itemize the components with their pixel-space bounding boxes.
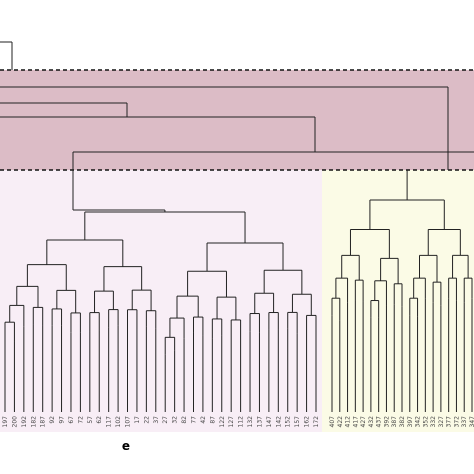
leaf-label: 377: [446, 416, 453, 428]
leaf-label: 127: [228, 416, 235, 428]
leaf-label: 112: [238, 416, 245, 428]
top-cluster-band: [0, 70, 474, 170]
leaf-label: 327: [438, 416, 445, 428]
leaf-label: 27: [162, 416, 169, 424]
leaf-label: 17: [134, 416, 141, 424]
pink-cluster-area: [0, 170, 322, 432]
panel-label: e: [122, 439, 130, 453]
leaf-label: 412: [345, 416, 352, 428]
leaf-label: 417: [352, 416, 359, 428]
leaf-label: 337: [461, 416, 468, 428]
leaf-label: 172: [313, 416, 320, 428]
leaf-label: 67: [68, 416, 75, 424]
leaf-label: 437: [376, 416, 383, 428]
leaf-label: 372: [453, 416, 460, 428]
leaf-label: 82: [181, 416, 188, 424]
upper-branches: [0, 41, 474, 210]
leaf-label: 192: [21, 416, 28, 428]
leaf-label: 197: [2, 416, 9, 428]
leaf-label: 382: [399, 416, 406, 428]
leaf-label: 332: [430, 416, 437, 428]
leaf-label: 72: [77, 416, 84, 424]
leaf-label: 387: [391, 416, 398, 428]
leaf-label: 137: [256, 416, 263, 428]
leaf-label: 427: [360, 416, 367, 428]
leaf-label: 32: [172, 416, 179, 424]
leaf-label: 157: [294, 416, 301, 428]
leaf-label: 352: [422, 416, 429, 428]
leaf-label: 77: [190, 416, 197, 424]
leaf-label: 122: [219, 416, 226, 428]
leaf-label: 392: [383, 416, 390, 428]
leaf-label: 117: [106, 416, 113, 428]
leaf-label: 142: [275, 416, 282, 428]
leaf-label: 92: [49, 416, 56, 424]
leaf-label: 147: [266, 416, 273, 428]
leaf-label: 37: [153, 416, 160, 424]
leaf-label: 182: [30, 416, 37, 428]
leaf-label: 162: [304, 416, 311, 428]
leaf-label: 397: [407, 416, 414, 428]
leaf-label: 102: [115, 416, 122, 428]
leaf-label: 42: [200, 416, 207, 424]
leaf-label: 87: [209, 416, 216, 424]
leaf-label: 200: [11, 416, 18, 428]
leaf-label: 347: [469, 416, 474, 428]
leaf-label: 62: [96, 416, 103, 424]
leaf-label: 152: [285, 416, 292, 428]
yellow-cluster-area: [322, 170, 474, 432]
leaf-label: 342: [415, 416, 422, 428]
leaf-label: 407: [329, 416, 336, 428]
leaf-label: 22: [143, 416, 150, 424]
leaf-label: 187: [40, 416, 47, 428]
leaf-label: 132: [247, 416, 254, 428]
leaf-label: 107: [125, 416, 132, 428]
leaf-label: 422: [337, 416, 344, 428]
leaf-label: 432: [368, 416, 375, 428]
leaf-label: 57: [87, 416, 94, 424]
leaf-label: 97: [59, 416, 66, 424]
